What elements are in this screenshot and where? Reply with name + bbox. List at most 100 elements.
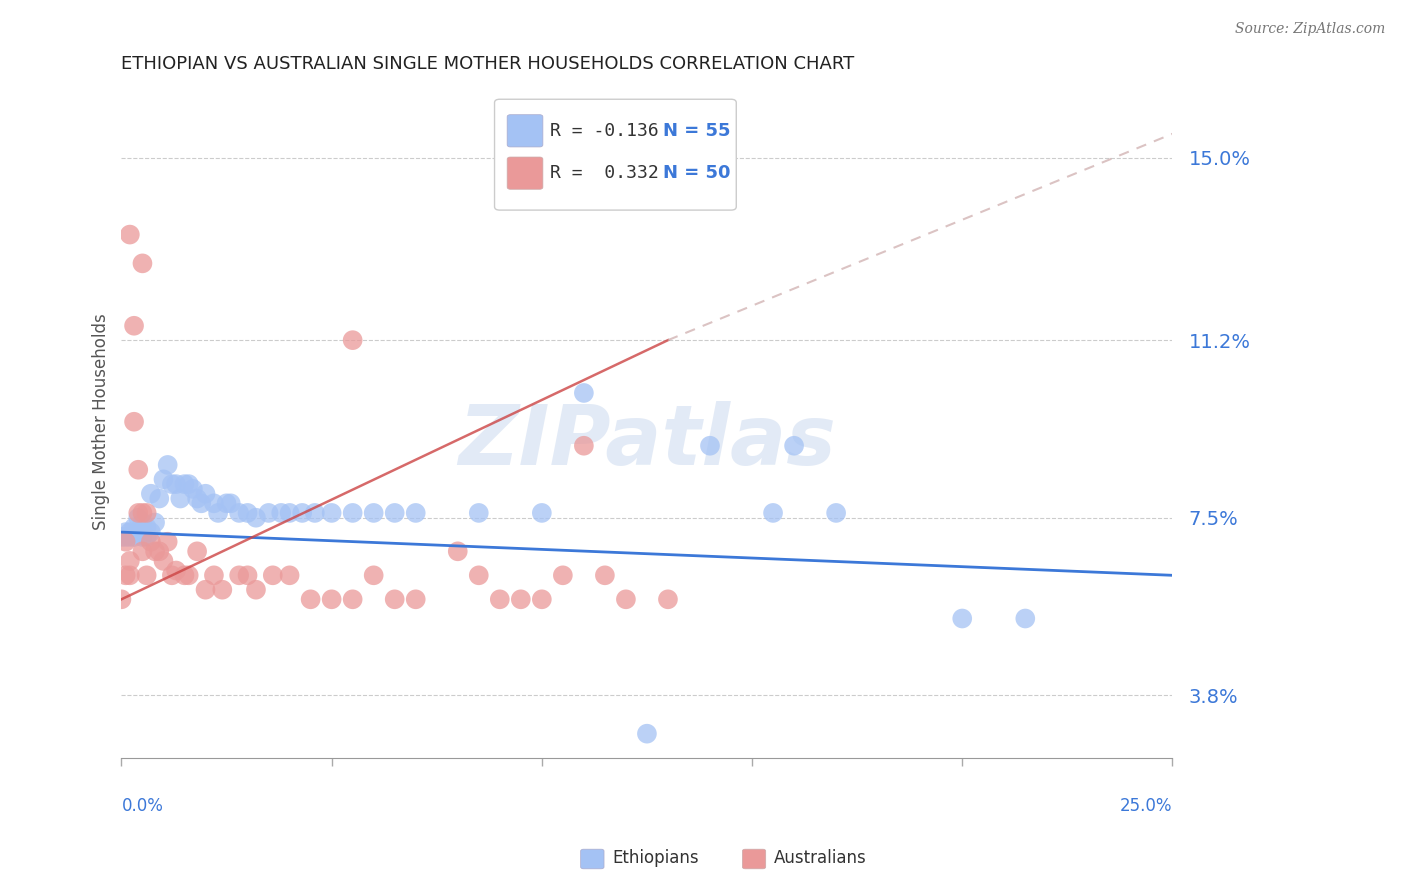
Text: ZIPatlas: ZIPatlas [458,401,837,483]
Point [131,530,153,544]
Point [148,544,170,558]
Point [194,487,217,501]
Text: Australians: Australians [775,849,868,867]
Point [114,534,136,549]
Point [118,227,141,242]
Point [127,463,149,477]
Point [156,458,179,472]
Point [139,487,162,501]
Point [186,491,208,506]
Point [131,544,153,558]
Point [291,506,314,520]
Point [152,554,174,568]
Point [236,568,259,582]
Point [122,415,145,429]
Point [122,530,145,544]
Point [572,386,595,401]
Point [165,477,187,491]
Point [278,506,301,520]
Point [122,318,145,333]
Point [207,506,229,520]
Point [405,506,427,520]
Point [699,439,721,453]
Point [270,506,292,520]
Point [530,592,553,607]
Point [825,506,848,520]
Point [572,439,595,453]
Point [321,506,343,520]
Point [194,582,217,597]
Text: N = 55: N = 55 [662,122,730,140]
Point [118,554,141,568]
Point [139,525,162,540]
Point [278,568,301,582]
Point [135,530,157,544]
Text: 25.0%: 25.0% [1121,797,1173,814]
Point [211,582,233,597]
Text: Ethiopians: Ethiopians [613,849,699,867]
Point [215,496,238,510]
Point [160,477,183,491]
Point [950,611,973,625]
Point [202,568,225,582]
Point [177,477,200,491]
Point [160,568,183,582]
Point [468,568,491,582]
Point [245,510,267,524]
Point [405,592,427,607]
Point [135,506,157,520]
Point [177,568,200,582]
Point [169,491,191,506]
Y-axis label: Single Mother Households: Single Mother Households [93,313,110,530]
Point [110,530,132,544]
Point [342,592,364,607]
Point [186,544,208,558]
Point [190,496,212,510]
Point [114,525,136,540]
Point [657,592,679,607]
Point [127,525,149,540]
Point [114,568,136,582]
Text: Source: ZipAtlas.com: Source: ZipAtlas.com [1234,22,1385,37]
Point [262,568,284,582]
Point [488,592,510,607]
Point [236,506,259,520]
Point [139,534,162,549]
Point [245,582,267,597]
Point [131,516,153,530]
Point [135,568,157,582]
Point [122,520,145,534]
Text: 0.0%: 0.0% [121,797,163,814]
Point [156,534,179,549]
Point [148,491,170,506]
Point [219,496,242,510]
Point [363,568,385,582]
Point [614,592,637,607]
Point [1014,611,1036,625]
Point [127,506,149,520]
Point [228,506,250,520]
Point [447,544,470,558]
Point [143,516,166,530]
Point [131,256,153,270]
Point [593,568,616,582]
Point [114,530,136,544]
Point [173,568,195,582]
Text: R =  0.332: R = 0.332 [550,164,659,182]
Text: ETHIOPIAN VS AUSTRALIAN SINGLE MOTHER HOUSEHOLDS CORRELATION CHART: ETHIOPIAN VS AUSTRALIAN SINGLE MOTHER HO… [121,55,855,73]
Point [181,482,204,496]
Point [165,564,187,578]
Point [173,477,195,491]
Point [551,568,574,582]
Point [530,506,553,520]
Point [304,506,326,520]
Point [342,506,364,520]
Point [342,333,364,347]
Point [110,592,132,607]
Point [152,472,174,486]
Point [228,568,250,582]
Point [299,592,322,607]
Point [118,525,141,540]
Point [468,506,491,520]
Point [118,568,141,582]
